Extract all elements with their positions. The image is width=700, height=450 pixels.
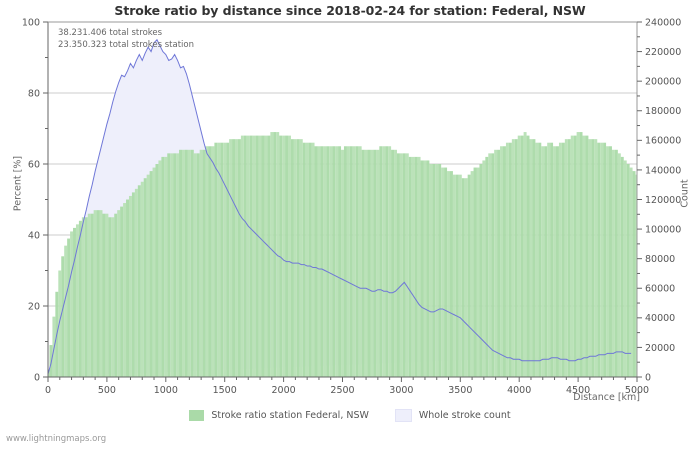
tick-label: 60000 [645,284,675,295]
tick-label: 2500 [330,385,354,396]
tick-label: 500 [98,385,116,396]
tick-label: 1500 [213,385,237,396]
tick-label: 4500 [566,385,590,396]
tick-label: 120000 [645,195,681,206]
y-axis-label-left: Percent [%] [12,155,24,212]
legend-label: Whole stroke count [418,410,511,421]
tick-label: 4000 [507,385,531,396]
footer-site: www.lightningmaps.org [6,434,107,444]
legend-stroke-ratio[interactable]: Stroke ratio station Federal, NSW [189,410,369,421]
tick-label: 200000 [645,77,681,88]
tick-label: 20000 [645,343,675,354]
line-whole-stroke-count [47,38,632,375]
page-title: Stroke ratio by distance since 2018-02-2… [114,3,586,18]
tick-label: 140000 [645,165,681,176]
tick-label: 220000 [645,47,681,58]
y-axis-label-right: Count [679,179,691,208]
tick-label: 5000 [625,385,649,396]
area-whole-stroke-count [48,39,632,377]
tick-label: 60 [28,159,40,170]
tick-label: 180000 [645,106,681,117]
tick-label: 0 [45,385,51,396]
tick-label: 100000 [645,224,681,235]
tick-label: 40 [28,230,40,241]
tick-label: 20 [28,301,40,312]
legend-swatch-icon [189,410,205,421]
tick-label: 0 [34,372,40,383]
legend-swatch-icon [394,409,412,422]
tick-label: 0 [645,372,651,383]
tick-label: 100 [22,17,40,28]
tick-label: 3000 [389,385,413,396]
bars-stroke-ratio [48,132,637,377]
legend-whole-count[interactable]: Whole stroke count [394,409,511,422]
tick-label: 40000 [645,313,675,324]
chart-legend: Stroke ratio station Federal, NSW Whole s… [0,409,700,422]
tick-label: 80000 [645,254,675,265]
tick-label: 240000 [645,17,681,28]
tick-label: 2000 [272,385,296,396]
tick-label: 1000 [154,385,178,396]
tick-label: 80 [28,88,40,99]
x-axis-label: Distance [km] [573,392,640,403]
tick-label: 160000 [645,136,681,147]
tick-label: 3500 [448,385,472,396]
legend-label: Stroke ratio station Federal, NSW [211,410,369,421]
